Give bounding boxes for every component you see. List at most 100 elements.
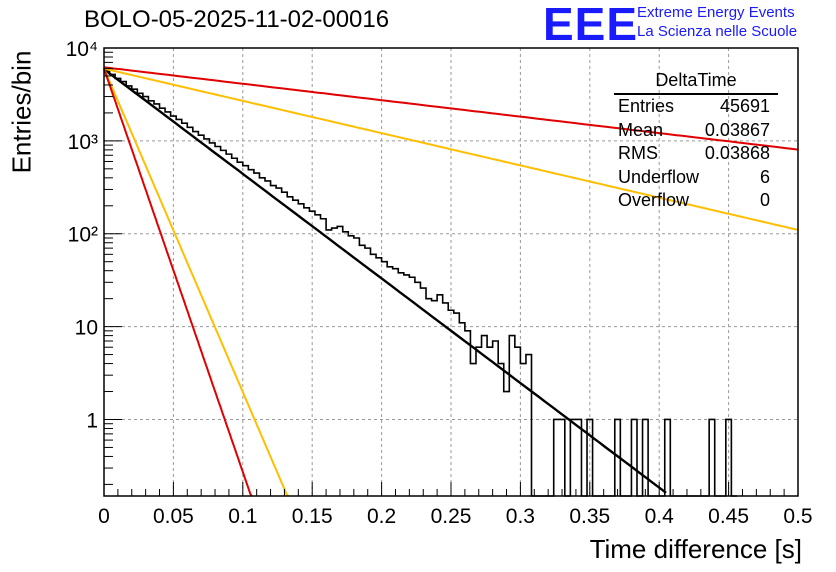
histogram-bin [509, 336, 515, 496]
histogram-bin [332, 228, 338, 496]
stats-value: 0 [759, 190, 770, 210]
fit-line-upper-orange [103, 67, 799, 231]
y-tick-label: 10⁴ [66, 38, 98, 61]
histogram-bin [121, 82, 127, 496]
histogram-bin [337, 226, 343, 496]
histogram-bin [298, 204, 304, 496]
stats-box: DeltaTime Entries 45691 Mean 0.03867 RMS 0.03… [614, 70, 778, 213]
histogram-bin [643, 419, 649, 496]
x-tick-label: 0.2 [367, 505, 396, 528]
histogram-bin [343, 232, 349, 496]
histogram-bin [176, 119, 182, 496]
logo-line-1: Extreme Energy Events [637, 4, 795, 21]
histogram-bin [143, 97, 149, 496]
x-tick-label: 0.1 [228, 505, 257, 528]
histogram-bin [304, 208, 310, 496]
histogram-bin [370, 254, 376, 496]
histogram-bin [154, 104, 160, 496]
histogram-bin [271, 186, 277, 496]
histogram-bin [193, 132, 199, 496]
histogram-bin [226, 154, 232, 496]
histogram-bin [282, 192, 288, 496]
histogram-bin [221, 150, 227, 496]
x-tick-label: 0.5 [783, 505, 812, 528]
histogram-bin [387, 267, 393, 496]
histogram-bin [432, 301, 438, 496]
histogram-bin [482, 336, 488, 496]
y-axis-label: Entries/bin [6, 50, 37, 174]
x-tick-label: 0.45 [708, 505, 749, 528]
histogram-bin [237, 162, 243, 496]
stats-row: Underflow 6 [614, 166, 778, 190]
histogram-bin [148, 101, 154, 496]
stats-title: DeltaTime [614, 70, 778, 95]
histogram-bin [454, 313, 460, 496]
histogram-bin [398, 273, 404, 496]
histogram-bin [359, 245, 365, 496]
histogram-bin [160, 108, 166, 496]
x-tick-label: 0.25 [431, 505, 472, 528]
stats-value: 0.03867 [704, 119, 770, 140]
histogram-bin [365, 248, 371, 496]
histogram-bin [393, 269, 399, 496]
histogram-bin [459, 323, 465, 496]
histogram-bin [470, 364, 476, 496]
chart-title: BOLO-05-2025-11-02-00016 [84, 6, 390, 33]
fit-lines [103, 66, 799, 497]
stats-value: 45691 [719, 96, 770, 116]
stats-row: RMS 0.03868 [614, 142, 778, 166]
histogram-bin [504, 392, 510, 496]
logo-line-2: La Scienza nelle Scuole [637, 23, 798, 40]
histogram-bin [326, 230, 332, 496]
histogram-bin [443, 303, 449, 496]
histogram-bin [665, 419, 671, 496]
histogram-bin [348, 236, 354, 496]
histogram-bin [276, 188, 282, 496]
grid-lines [104, 48, 798, 496]
histogram-bin [104, 71, 110, 496]
x-axis-label: Time difference [s] [589, 534, 802, 564]
stats-row: Mean 0.03867 [614, 119, 778, 143]
stats-label: Entries [618, 96, 675, 116]
histogram-bin [498, 364, 504, 496]
fit-line-upper-red [103, 66, 799, 151]
histogram-bin [576, 419, 582, 496]
histogram-bin [287, 197, 293, 496]
y-tick-label: 1 [86, 409, 98, 432]
histogram-bin [165, 112, 171, 496]
x-tick-label: 0.4 [645, 505, 675, 528]
stats-rows: Entries 45691 Mean 0.03867 RMS 0.03868 Underfl… [614, 95, 778, 213]
y-tick-label: 10² [68, 224, 98, 247]
stats-row: Entries 45691 [614, 95, 778, 119]
fit-line-lower-red [103, 68, 253, 497]
histogram-bin [321, 219, 327, 496]
histogram-bin [293, 200, 299, 496]
histogram-bin [254, 173, 260, 496]
histogram-bin [204, 139, 210, 496]
histogram-bin [315, 215, 321, 496]
histogram-bin [526, 355, 532, 496]
histogram-bin [259, 178, 265, 496]
x-tick-label: 0.15 [292, 505, 333, 528]
axis-ticks [103, 47, 799, 496]
histogram-bin [709, 419, 715, 496]
x-tick-label: 0 [98, 505, 110, 528]
fit-line-lower-orange [103, 68, 290, 497]
histogram-bin [631, 419, 637, 496]
stats-label: Mean [618, 119, 664, 140]
tick-labels: 0 0.05 0.1 0.15 0.2 0.25 0.3 0.35 0.4 0.45 0.5 1 10 1… [66, 38, 813, 528]
histogram-bin [354, 238, 360, 496]
histogram-bin [476, 347, 482, 496]
histogram-bin [415, 282, 421, 496]
histogram-bin [465, 331, 471, 496]
y-tick-label: 10³ [68, 131, 98, 154]
histogram-bin [243, 166, 249, 496]
stats-row: Overflow 0 [614, 189, 778, 213]
logo-caption: Extreme Energy Events La Scienza nelle S… [637, 3, 797, 41]
stats-label: Underflow [618, 166, 700, 187]
histogram-bin [426, 299, 432, 496]
histogram-bin [487, 347, 493, 496]
histogram-bin [404, 275, 410, 496]
histogram-bin [559, 419, 565, 496]
